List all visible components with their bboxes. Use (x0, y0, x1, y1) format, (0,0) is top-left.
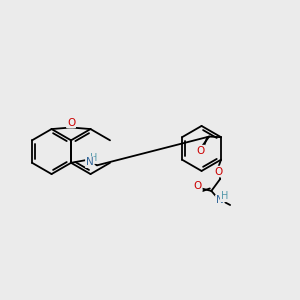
Text: N: N (86, 157, 94, 167)
Text: O: O (67, 118, 75, 128)
Text: N: N (216, 195, 224, 205)
Text: O: O (214, 167, 223, 177)
Text: H: H (221, 191, 228, 201)
Text: H: H (90, 153, 98, 163)
Text: O: O (196, 146, 205, 156)
Text: O: O (194, 181, 202, 191)
